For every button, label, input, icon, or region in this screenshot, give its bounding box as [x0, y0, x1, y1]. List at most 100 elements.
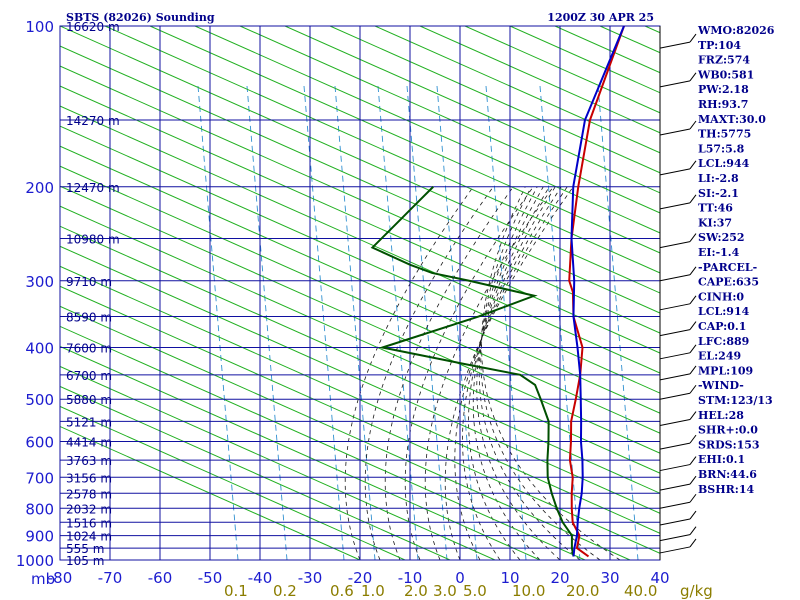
height-label: 14270 m — [66, 114, 120, 128]
height-label: 3156 m — [66, 471, 112, 485]
mixing-ratio-line — [246, 85, 288, 560]
height-label: 9710 m — [66, 275, 112, 289]
axis-labels: 0.1 0.2 0.6 1.0 2.0 3.0 5.0 10.0 20.0 40.01002003… — [16, 18, 670, 600]
wind-barb — [659, 518, 691, 526]
mixing-ratio-tick-label: 0.1 — [224, 582, 248, 600]
pressure-tick-label: 600 — [25, 434, 54, 452]
dry-adiabat — [60, 125, 660, 394]
wind-barb-flag — [689, 33, 697, 43]
wind-barb-flag — [689, 411, 697, 420]
height-label: 8590 m — [66, 311, 112, 325]
moist-adiabat — [462, 186, 562, 560]
dry-adiabat — [60, 285, 660, 554]
dry-adiabat — [60, 185, 660, 454]
dry-adiabat — [60, 245, 660, 514]
dry-adiabat — [284, 26, 660, 194]
wind-barb-flag — [689, 493, 697, 503]
height-label: 2032 m — [66, 502, 112, 516]
moist-adiabats — [344, 186, 621, 560]
wind-barb-flag — [689, 456, 697, 465]
temperature-tick-label: 0 — [455, 569, 465, 587]
wind-barb — [659, 464, 691, 472]
dry-adiabat — [735, 26, 800, 560]
wind-barbs — [659, 26, 697, 560]
temperature-tick-label: -80 — [48, 569, 73, 587]
dry-adiabat — [60, 205, 660, 474]
pressure-tick-label: 500 — [25, 391, 54, 409]
pressure-tick-label: 800 — [25, 500, 54, 518]
height-label: 4414 m — [66, 436, 112, 450]
dry-adiabat — [419, 26, 660, 134]
temperature-tick-label: -10 — [398, 569, 423, 587]
pressure-tick-label: 900 — [25, 528, 54, 546]
temperature-tick-label: 20 — [550, 569, 569, 587]
height-label: 5121 m — [66, 415, 112, 429]
dry-adiabat — [690, 26, 800, 560]
mixing-ratio-tick-label: 3.0 — [433, 582, 457, 600]
moist-adiabat — [424, 186, 554, 560]
mixing-ratio-tick-label: 5.0 — [463, 582, 487, 600]
dry-adiabat — [60, 385, 451, 560]
dry-adiabat — [194, 26, 660, 234]
height-label: 7600 m — [66, 342, 112, 356]
height-label: 12470 m — [66, 181, 120, 195]
dry-adiabat — [780, 26, 800, 560]
wind-barb-flag — [689, 510, 697, 520]
dry-adiabat — [60, 145, 660, 414]
moist-adiabat — [481, 186, 621, 560]
wind-barb-flag — [689, 233, 697, 242]
temperature-tick-label: 30 — [600, 569, 619, 587]
dry-adiabat — [60, 105, 660, 374]
wind-barb-flag — [689, 194, 697, 204]
wind-barb — [659, 80, 691, 88]
temperature-tick-label: 40 — [650, 569, 669, 587]
height-label: 2578 m — [66, 487, 112, 501]
dry-adiabat — [329, 26, 660, 174]
pressure-tick-label: 1000 — [16, 552, 54, 570]
dry-adiabat — [60, 305, 631, 560]
dry-adiabat — [60, 65, 660, 334]
temperature-tick-label: -30 — [298, 569, 323, 587]
moist-adiabat — [480, 186, 601, 560]
temperature-tick-label: -50 — [198, 569, 223, 587]
height-label: 16620 m — [66, 20, 120, 34]
wind-barb — [659, 546, 691, 554]
dewpoint-line — [370, 186, 575, 557]
wind-barb-flag — [689, 120, 697, 130]
dry-adiabats — [60, 26, 800, 560]
wind-barb-flag — [689, 538, 697, 548]
moist-adiabat — [384, 186, 514, 560]
temperature-tick-label: -40 — [248, 569, 273, 587]
dry-adiabat — [239, 26, 660, 214]
dry-adiabat — [104, 26, 660, 274]
height-label: 5880 m — [66, 393, 112, 407]
wind-barb — [659, 419, 691, 427]
dry-adiabat — [60, 345, 541, 560]
mixing-ratio-tick-label: 0.6 — [330, 582, 354, 600]
wind-barb — [659, 202, 691, 210]
pressure-tick-label: 400 — [25, 340, 54, 358]
wind-barb — [659, 241, 691, 249]
pressure-tick-label: 100 — [25, 18, 54, 36]
wind-barb — [659, 483, 691, 491]
mixing-ratio-tick-label: 20.0 — [566, 582, 599, 600]
mixing-ratio-tick-label: 40.0 — [624, 582, 657, 600]
moist-adiabat — [344, 186, 474, 560]
dry-adiabat — [60, 165, 660, 434]
dry-adiabat — [60, 365, 496, 560]
wind-barb — [659, 329, 691, 337]
moist-adiabat — [478, 186, 581, 560]
wind-barb-flag — [689, 266, 697, 276]
dry-adiabat — [60, 265, 660, 534]
dry-adiabat — [644, 26, 660, 34]
temperature-tick-label: -20 — [348, 569, 373, 587]
wind-barb — [659, 442, 691, 450]
wind-barb — [659, 168, 691, 176]
temperature-tick-label: -60 — [148, 569, 173, 587]
wind-barb-flag — [689, 295, 697, 305]
wind-barb — [659, 373, 691, 381]
wind-barb-flag — [689, 434, 697, 444]
wind-barb-flag — [689, 72, 697, 82]
temperature-tick-label: 10 — [500, 569, 519, 587]
